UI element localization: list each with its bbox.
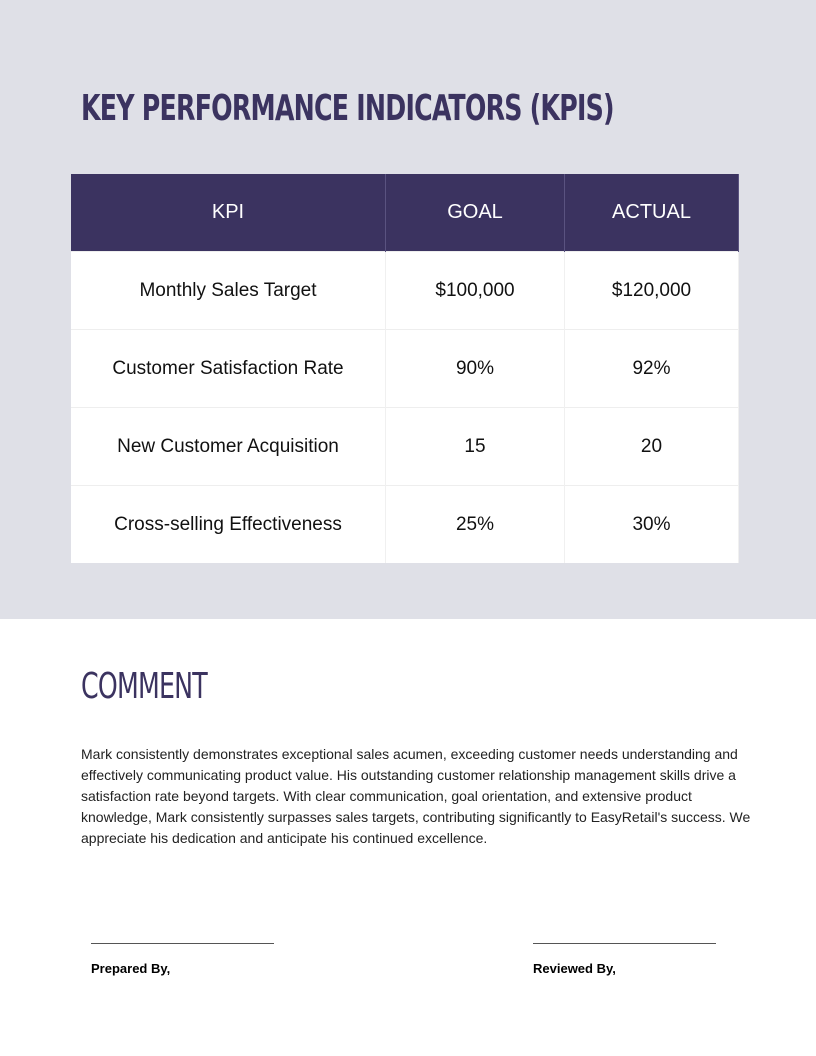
- kpi-title: KEY PERFORMANCE INDICATORS (KPIS): [81, 88, 615, 129]
- kpi-table: KPI GOAL ACTUAL Monthly Sales Target $100,00…: [71, 174, 739, 563]
- header-cell: KPI: [71, 174, 386, 252]
- comment-body: Mark consistently demonstrates exception…: [81, 746, 751, 846]
- table-row: Customer Satisfaction Rate 90% 92%: [71, 329, 739, 408]
- table-cell: 15: [385, 407, 565, 486]
- table-cell: $100,000: [385, 251, 565, 330]
- table-cell: Cross-selling Effectiveness: [71, 485, 386, 563]
- header-cell: GOAL: [385, 174, 565, 252]
- table-cell: 20: [564, 407, 739, 486]
- table-cell: Customer Satisfaction Rate: [71, 329, 386, 408]
- table-cell: 92%: [564, 329, 739, 408]
- table-row: New Customer Acquisition 15 20: [71, 407, 739, 486]
- table-cell: 30%: [564, 485, 739, 563]
- table-cell: New Customer Acquisition: [71, 407, 386, 486]
- table-row: Cross-selling Effectiveness 25% 30%: [71, 485, 739, 563]
- table-cell: $120,000: [564, 251, 739, 330]
- comment-title: COMMENT: [81, 666, 208, 707]
- table-cell: 90%: [385, 329, 565, 408]
- signature: Prepared By,: [91, 943, 274, 976]
- table-row: Monthly Sales Target $100,000 $120,000: [71, 251, 739, 330]
- signature: Reviewed By,: [533, 943, 716, 976]
- table-cell: Monthly Sales Target: [71, 251, 386, 330]
- header-cell: ACTUAL: [564, 174, 739, 252]
- table-cell: 25%: [385, 485, 565, 563]
